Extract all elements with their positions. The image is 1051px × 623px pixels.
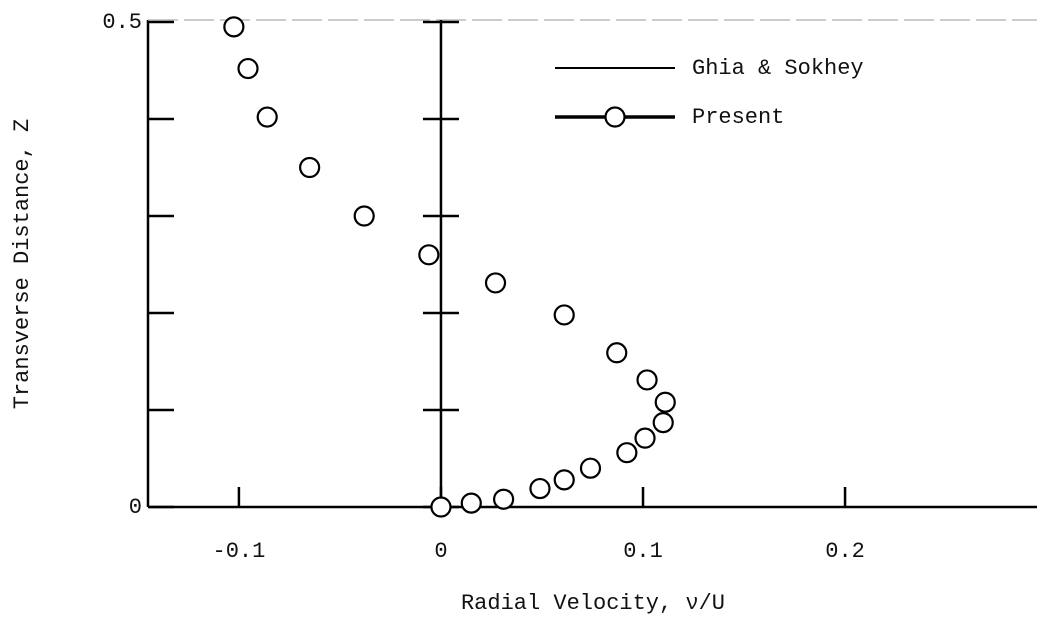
marker (579, 457, 602, 479)
marker (237, 57, 259, 80)
marker (606, 342, 628, 364)
x-tick-label: -0.1 (213, 539, 266, 564)
marker (484, 272, 507, 294)
marker (460, 492, 482, 514)
marker (299, 156, 321, 179)
marker (636, 369, 658, 391)
y-axis-label: Transverse Distance, Z (10, 119, 35, 409)
x-tick-label: 0.1 (623, 539, 663, 564)
marker (553, 469, 575, 491)
y-tick-label: 0 (129, 495, 142, 520)
marker (634, 427, 656, 449)
legend-label: Present (692, 105, 784, 130)
marker (493, 488, 515, 510)
marker (353, 205, 375, 227)
legend-label: Ghia & Sokhey (692, 56, 864, 81)
marker (418, 244, 440, 266)
legend-marker (604, 106, 626, 128)
marker (616, 442, 638, 464)
marker (553, 304, 575, 326)
y-tick-label: 0.5 (102, 10, 142, 35)
x-axis-label: Radial Velocity, ν/U (461, 591, 725, 616)
marker (223, 16, 245, 38)
x-tick-label: 0.2 (825, 539, 865, 564)
marker (430, 496, 452, 518)
marker (256, 106, 278, 128)
marker (652, 412, 674, 434)
x-tick-label: 0 (434, 539, 447, 564)
marker (529, 477, 551, 500)
marker (654, 391, 676, 413)
